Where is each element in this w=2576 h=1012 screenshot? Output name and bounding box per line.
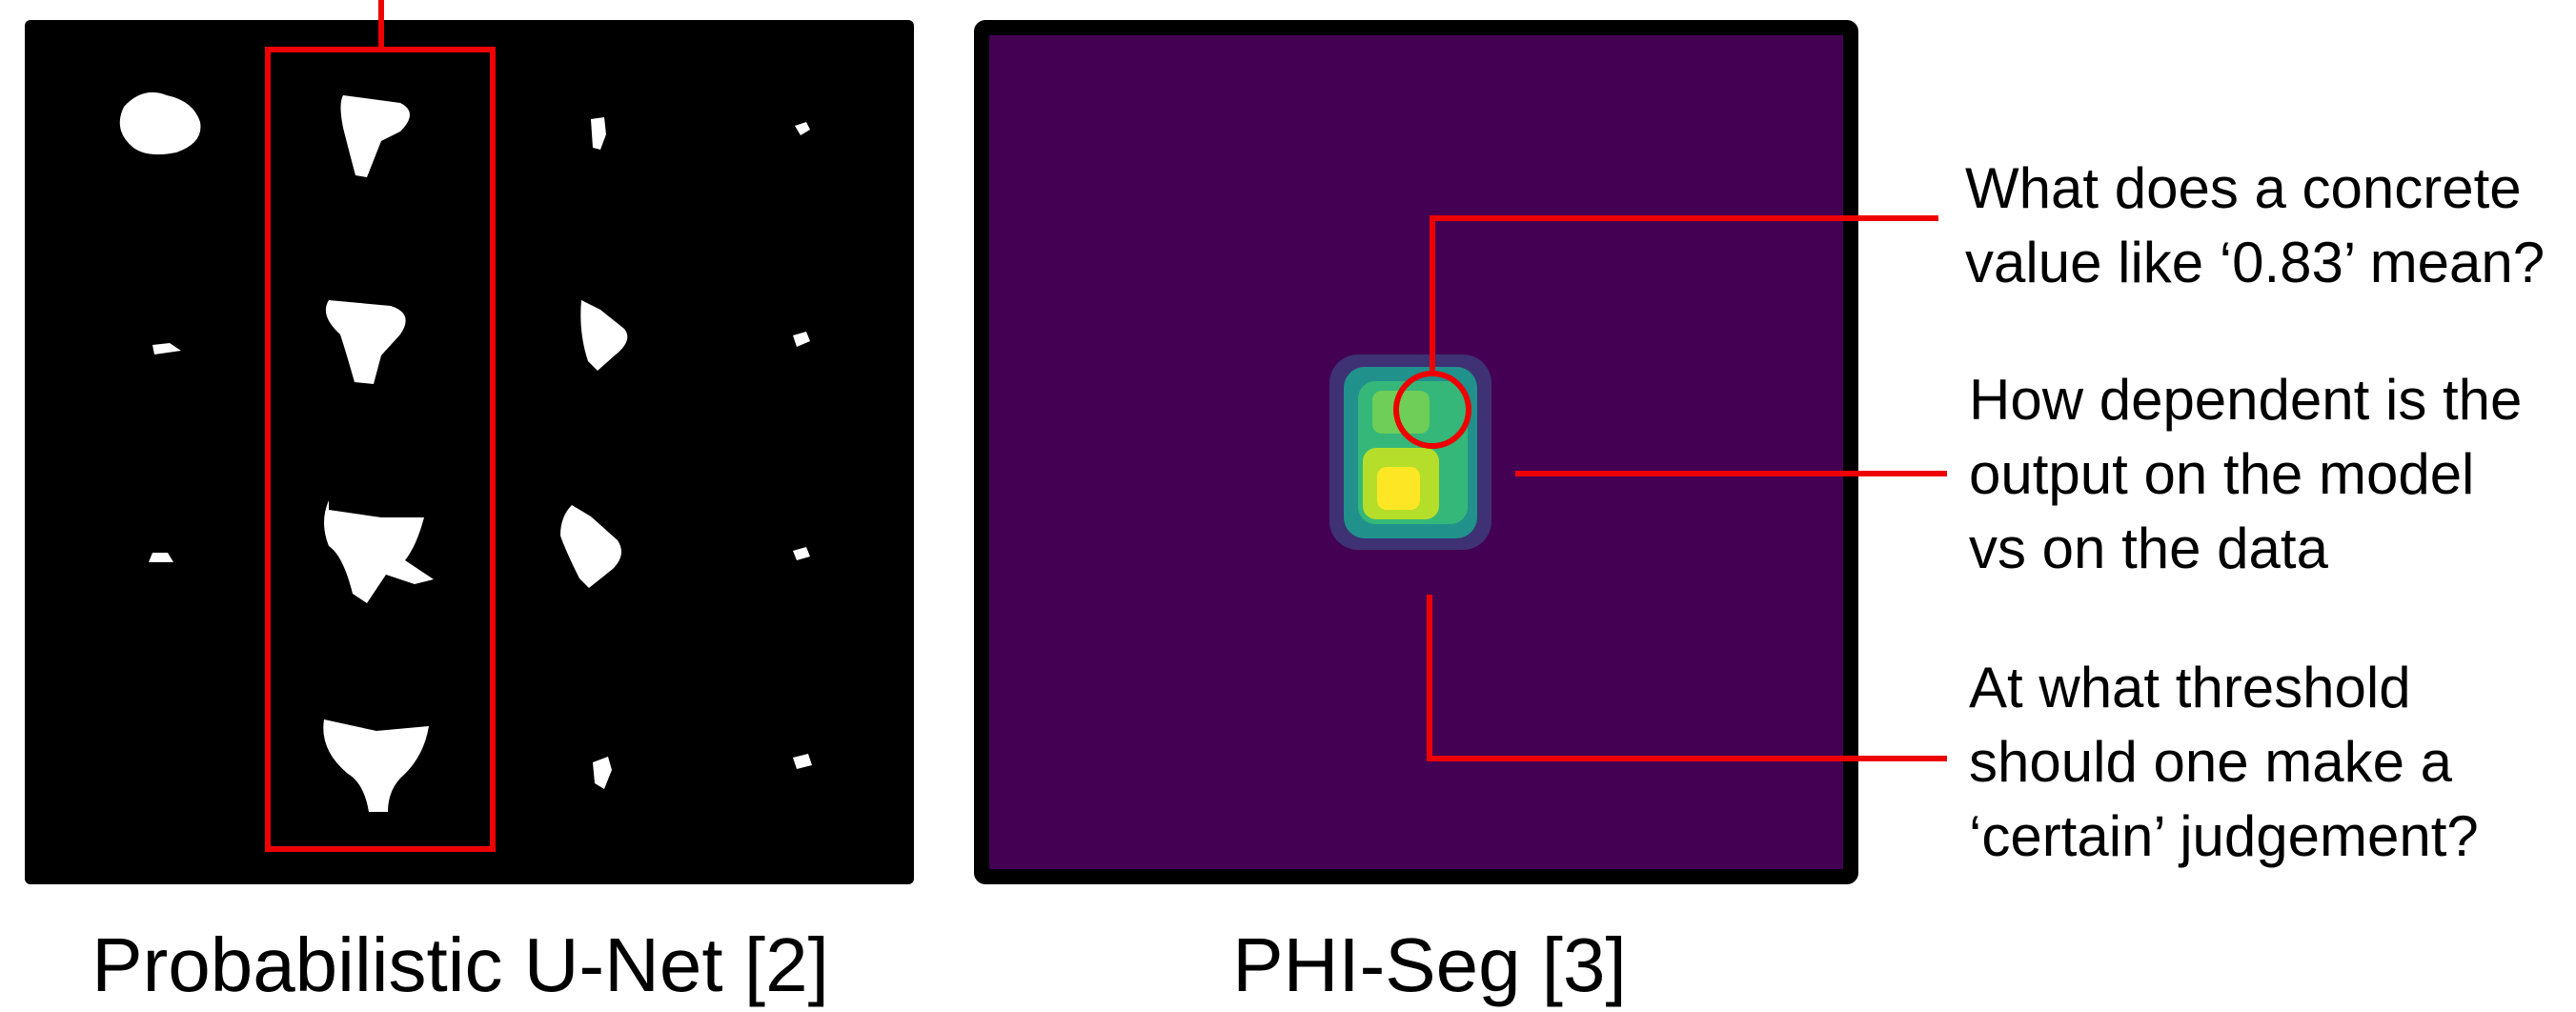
page: {"captions": {"left": "Probabilistic U-N… <box>0 0 2576 1012</box>
figure: Probabilistic U-Net [2] PHI-Seg [3] What… <box>0 0 2576 1012</box>
question-line: value like ‘0.83’ mean? <box>1965 231 2545 294</box>
question-line: output on the model <box>1969 442 2474 506</box>
question-line: What does a concrete <box>1965 156 2522 220</box>
caption: Probabilistic U-Net [2] <box>91 922 829 1007</box>
question-line: How dependent is the <box>1969 368 2522 432</box>
question-line: should one make a <box>1969 730 2453 794</box>
question-line: At what threshold <box>1969 656 2411 719</box>
question-line: vs on the data <box>1969 516 2329 580</box>
caption: PHI-Seg [3] <box>1232 922 1627 1007</box>
question-line: ‘certain’ judgement? <box>1969 804 2479 868</box>
